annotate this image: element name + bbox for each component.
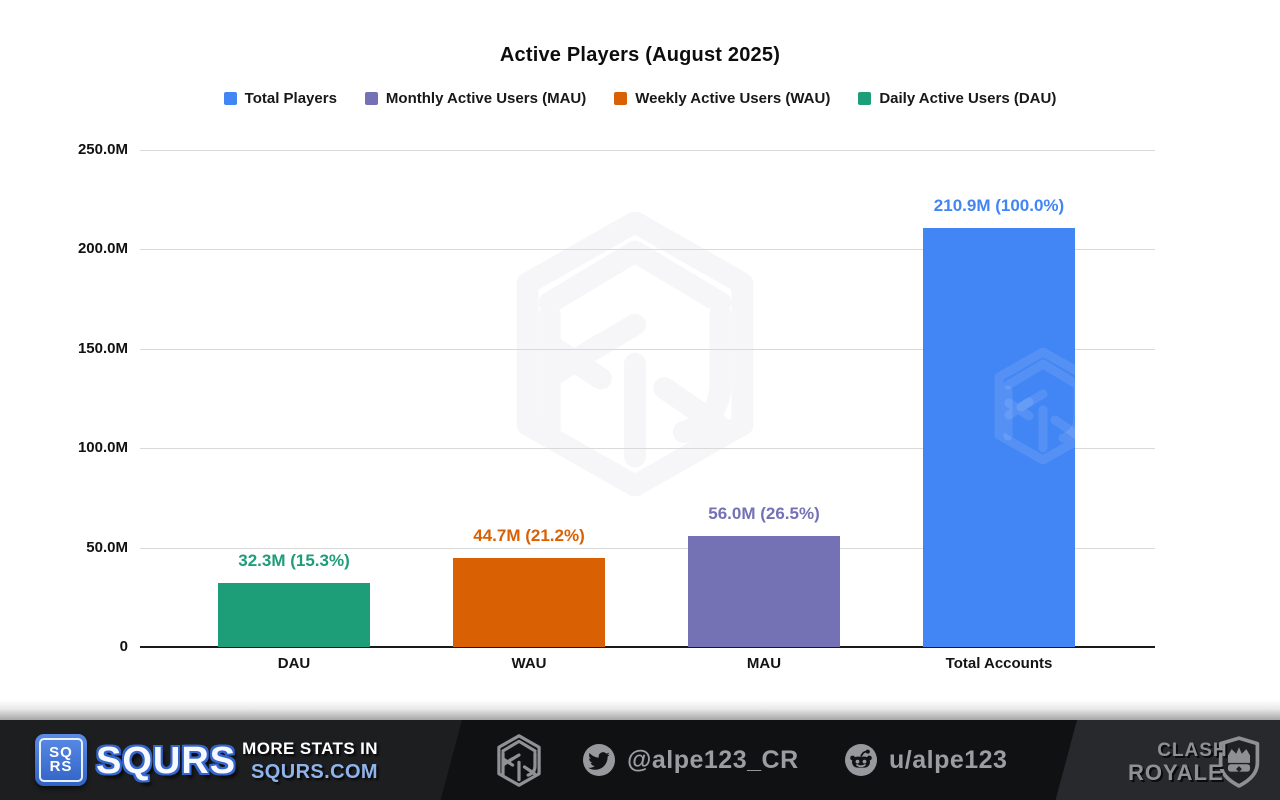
- clash-royale-text-top: CLASH: [1157, 739, 1228, 761]
- y-tick-label: 250.0M: [77, 141, 128, 158]
- squrs-wordmark: SQURS: [96, 740, 237, 782]
- footer: SQ RS SQURS MORE STATS IN SQURS.COM @alp…: [0, 720, 1280, 800]
- bar-wau: [453, 558, 605, 647]
- gridline: [140, 348, 1155, 350]
- gridline: [140, 150, 1155, 151]
- legend-label: Total Players: [244, 90, 337, 107]
- legend: Total Players Monthly Active Users (MAU) W…: [0, 90, 1280, 107]
- legend-label: Daily Active Users (DAU): [879, 90, 1057, 107]
- bar-value-label: 44.7M (21.2%): [473, 526, 585, 546]
- legend-swatch-icon: [364, 92, 378, 105]
- x-axis-label: MAU: [746, 655, 782, 672]
- bar-value-label: 210.9M (100.0%): [933, 195, 1065, 215]
- legend-item: Total Players: [223, 90, 337, 107]
- x-axis-line: [140, 646, 1155, 648]
- promo-block: MORE STATS IN SQURS.COM: [200, 739, 378, 784]
- y-tick-label: 200.0M: [77, 240, 128, 258]
- legend-label: Weekly Active Users (WAU): [635, 90, 831, 107]
- legend-item: Daily Active Users (DAU): [858, 90, 1056, 107]
- x-axis-label: DAU: [277, 655, 311, 672]
- gridline: [140, 249, 1155, 251]
- chart-title: Active Players (August 2025): [499, 44, 781, 66]
- bar-mau: [688, 535, 840, 647]
- legend-swatch-icon: [223, 92, 237, 105]
- x-axis-label: Total Accounts: [945, 655, 1053, 672]
- x-axis-label: WAU: [511, 655, 547, 672]
- squrs-hex-icon: [496, 734, 542, 787]
- squrs-logo-letters-top: SQ: [49, 743, 73, 761]
- promo-text: MORE STATS IN: [242, 739, 378, 758]
- twitter-handle[interactable]: @alpe123_CR: [627, 745, 799, 774]
- twitter-block: @alpe123_CR: [583, 744, 799, 776]
- clash-royale-logo: CLASH ROYALE: [1128, 735, 1262, 789]
- y-tick-label: 0: [119, 638, 128, 655]
- legend-label: Monthly Active Users (MAU): [385, 90, 587, 107]
- promo-link[interactable]: SQURS.COM: [251, 761, 378, 783]
- reddit-block: u/alpe123: [845, 744, 1007, 776]
- bar-total-accounts: [923, 227, 1075, 647]
- gridline: [140, 547, 1155, 549]
- y-tick-label: 50.0M: [86, 538, 128, 556]
- plot-area: 32.3M (15.3%) 44.7M (21.2%) 56.0M (26.5%) 2…: [140, 150, 1155, 648]
- legend-item: Monthly Active Users (MAU): [364, 90, 587, 107]
- footer-gradient-strip: [0, 700, 1280, 720]
- legend-swatch-icon: [858, 92, 872, 105]
- gridline: [140, 448, 1155, 450]
- squrs-hex-watermark-icon: [993, 347, 1075, 465]
- legend-swatch-icon: [614, 92, 628, 105]
- bar-dau: [218, 582, 370, 647]
- squrs-logo-border: [39, 738, 83, 782]
- twitter-icon: [583, 744, 615, 776]
- clash-royale-text-bottom: ROYALE: [1128, 759, 1224, 785]
- chart: Active Players (August 2025) Total Playe…: [0, 44, 1280, 672]
- squrs-logo: SQ RS: [35, 734, 87, 786]
- y-tick-label: 150.0M: [77, 339, 128, 357]
- squrs-logo-letters-bottom: RS: [49, 758, 73, 775]
- legend-item: Weekly Active Users (WAU): [614, 90, 830, 107]
- bar-value-label: 56.0M (26.5%): [708, 503, 820, 523]
- reddit-icon: [845, 744, 877, 776]
- y-tick-label: 100.0M: [77, 439, 128, 457]
- squrs-logo-letters: SQ RS: [49, 743, 73, 775]
- reddit-handle[interactable]: u/alpe123: [889, 745, 1008, 774]
- bar-value-label: 32.3M (15.3%): [238, 550, 350, 570]
- clash-royale-shield-icon: [1218, 736, 1259, 788]
